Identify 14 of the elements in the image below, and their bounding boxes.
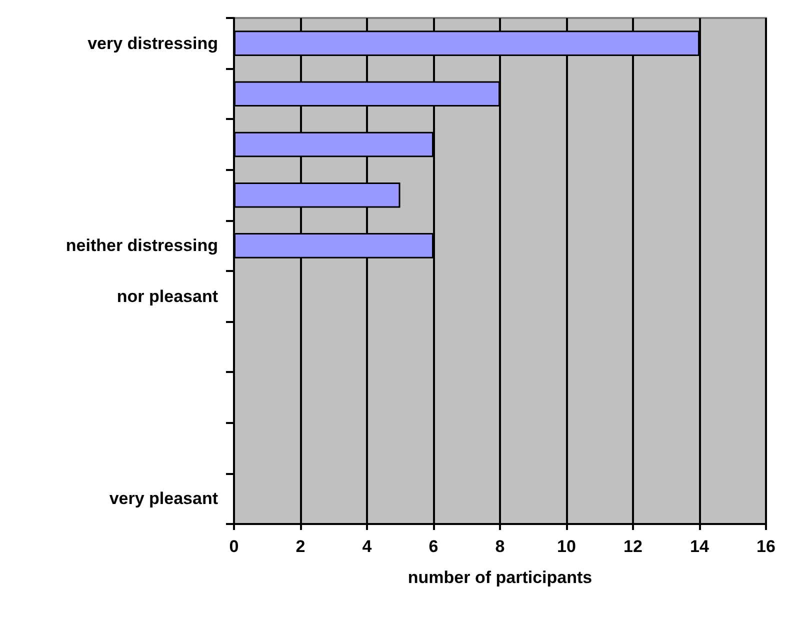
x-tick-label: 0: [229, 537, 239, 556]
x-tick-label: 8: [495, 537, 505, 556]
y-tick-label: very distressing: [88, 34, 218, 53]
x-tick-label: 10: [557, 537, 576, 556]
x-tick-label: 4: [362, 537, 372, 556]
x-tick-label: 16: [756, 537, 776, 556]
y-tick-label: neither distressing: [66, 236, 218, 256]
x-tick-label: 12: [624, 537, 642, 556]
x-tick-label: 2: [296, 537, 306, 556]
x-tick-label: 14: [690, 537, 710, 556]
x-axis-title: number of participants: [408, 568, 592, 587]
y-tick-label: very pleasant: [109, 489, 218, 508]
y-tick-label: nor pleasant: [116, 286, 218, 306]
x-tick-label: 6: [428, 537, 438, 556]
